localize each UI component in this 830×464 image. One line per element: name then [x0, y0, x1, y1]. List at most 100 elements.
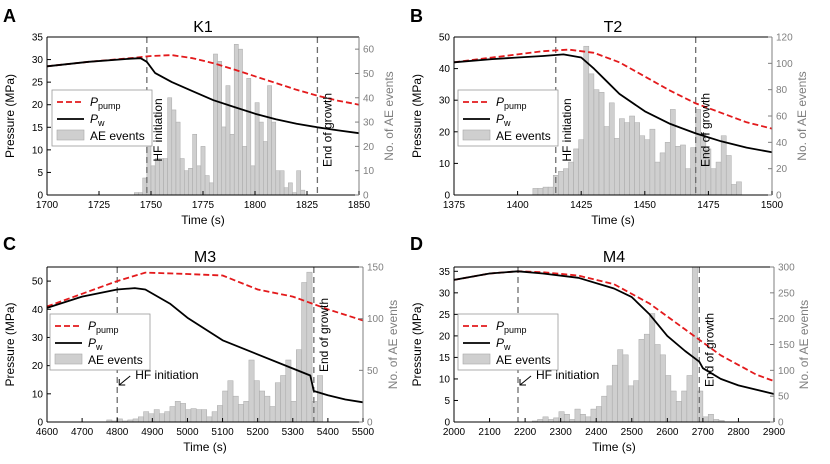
- panel-label: D: [410, 234, 423, 254]
- ae-bar: [164, 411, 171, 423]
- legend-w-p: P: [496, 336, 504, 350]
- legend-pump-p: P: [496, 95, 504, 109]
- legend-w-sub: w: [503, 342, 511, 352]
- ae-bar: [670, 390, 677, 423]
- ae-bar: [563, 168, 569, 196]
- hf-initiation-arrow-head: [519, 379, 526, 386]
- y2-tick-label: 150: [367, 263, 384, 274]
- x-tick-label: 1500: [761, 200, 784, 211]
- ae-bar: [590, 408, 597, 423]
- legend-ae-swatch: [54, 353, 83, 365]
- ae-bar: [603, 126, 610, 196]
- ae-bar: [643, 333, 650, 423]
- x-tick-label: 1725: [88, 200, 111, 211]
- ae-bar: [148, 413, 155, 423]
- legend-w-p: P: [88, 336, 96, 350]
- legend-ae-label: AE events: [496, 129, 551, 143]
- ae-bar: [665, 375, 672, 423]
- legend-w-label: Pw: [88, 336, 103, 352]
- legend-pump-p: P: [90, 95, 98, 109]
- ae-bar: [649, 313, 656, 423]
- y2-tick-label: 0: [776, 191, 782, 202]
- ae-bar: [617, 349, 624, 423]
- y-tick-label: 15: [439, 353, 451, 364]
- ae-bar: [675, 401, 682, 423]
- pump-pressure-line: [46, 271, 364, 322]
- x-tick-label: 1750: [140, 200, 163, 211]
- ae-bar: [598, 92, 605, 196]
- legend-w-p: P: [90, 112, 98, 126]
- ae-bar: [184, 170, 189, 196]
- y2-axis-label: No. of AE events: [386, 300, 400, 389]
- x-tick-label: 5000: [176, 427, 199, 438]
- ae-bar: [633, 380, 640, 423]
- ae-bar: [542, 186, 549, 196]
- ae-bar: [204, 175, 210, 196]
- ae-bar: [242, 146, 247, 196]
- y-tick-label: 30: [32, 55, 44, 66]
- ae-bar: [248, 359, 255, 423]
- y-tick-label: 5: [444, 396, 450, 407]
- x-axis-label: Time (s): [183, 440, 227, 454]
- ae-bar: [163, 158, 168, 196]
- y-tick-label: 10: [439, 159, 451, 170]
- y2-tick-label: 40: [776, 138, 788, 149]
- y-tick-label: 35: [439, 267, 451, 278]
- ae-bar: [169, 406, 176, 423]
- hf-initiation-arrow-head: [118, 379, 126, 386]
- ae-bars: [532, 45, 742, 196]
- y-tick-label: 25: [439, 310, 451, 321]
- ae-bar: [547, 186, 554, 196]
- ae-bar: [619, 118, 625, 196]
- y-tick-label: 5: [37, 168, 43, 179]
- legend-w-sub: w: [97, 118, 105, 128]
- ae-bar: [254, 102, 260, 196]
- y2-axis-label: No. of AE events: [797, 300, 811, 389]
- ae-bar: [175, 121, 181, 196]
- ae-bar: [691, 266, 698, 423]
- ae-bar: [217, 61, 222, 196]
- legend-pump-label: Ppump: [496, 95, 527, 111]
- ae-bar: [710, 168, 717, 196]
- ae-bar: [192, 133, 198, 196]
- ae-bar: [638, 339, 645, 423]
- ae-bar: [159, 158, 164, 196]
- y-tick-label: 15: [32, 123, 44, 134]
- ae-bar: [720, 135, 727, 196]
- y2-tick-label: 250: [778, 288, 795, 299]
- ae-bar: [578, 139, 584, 196]
- ae-bar: [206, 416, 213, 423]
- y-tick-label: 0: [444, 418, 450, 429]
- pump-pressure-line: [453, 48, 773, 130]
- ae-bar: [274, 382, 281, 423]
- chart-title: M3: [194, 249, 216, 266]
- legend-pump-sub: pump: [98, 101, 121, 111]
- well-pressure-line: [46, 57, 360, 135]
- ae-bar: [267, 85, 272, 196]
- well-pressure-line: [453, 53, 773, 154]
- x-tick-label: 5100: [211, 427, 234, 438]
- ae-bar: [686, 375, 693, 423]
- x-tick-label: 1375: [443, 200, 466, 211]
- end-of-growth-label: End of growth: [317, 298, 331, 372]
- hf-initiation-label: HF initiation: [560, 98, 574, 161]
- y-tick-label: 30: [32, 333, 44, 344]
- x-tick-label: 1800: [244, 200, 267, 211]
- ae-bar: [167, 97, 173, 196]
- hf-initiation-arrow-shaft: [519, 375, 532, 386]
- ae-bar: [232, 395, 239, 423]
- panel-label: B: [410, 6, 423, 26]
- ae-bar: [654, 344, 661, 423]
- legend-pump-label: Ppump: [88, 319, 119, 335]
- ae-bar: [690, 147, 696, 196]
- y2-tick-label: 0: [778, 418, 784, 429]
- y2-tick-label: 100: [776, 59, 793, 70]
- y-tick-label: 0: [444, 191, 450, 202]
- y2-tick-label: 20: [363, 142, 375, 153]
- y-tick-label: 35: [32, 33, 44, 44]
- ae-bar: [227, 380, 234, 423]
- hf-initiation-label: HF initiation: [536, 368, 599, 382]
- ae-bar: [606, 385, 613, 423]
